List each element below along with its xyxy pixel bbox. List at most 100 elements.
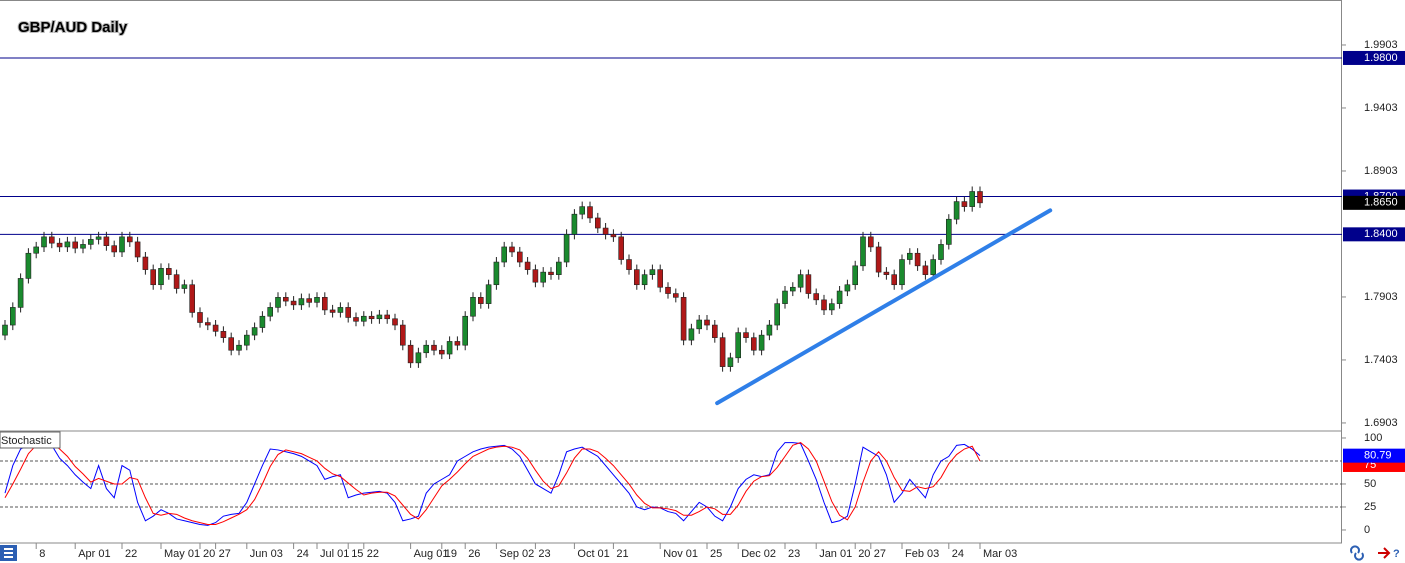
candle-body — [672, 293, 679, 298]
candle-body — [220, 331, 227, 338]
x-tick-label: 27 — [874, 548, 886, 560]
candle-body — [88, 239, 94, 245]
x-tick-label: 24 — [297, 548, 309, 560]
x-tick-label: 19 — [445, 548, 457, 560]
candle-body — [875, 246, 882, 273]
candle-body — [953, 201, 960, 220]
candle-body — [680, 297, 687, 341]
trendline — [715, 208, 1053, 406]
candle-body — [633, 269, 640, 286]
x-tick-label: 27 — [219, 548, 231, 560]
x-tick-label: Mar 03 — [983, 548, 1017, 560]
candle-body — [906, 252, 913, 260]
candle-body — [813, 293, 820, 301]
y-tick-label: 25 — [1364, 501, 1376, 513]
candle-body — [594, 217, 601, 229]
candle-body — [415, 352, 422, 364]
x-tick-label: 23 — [538, 548, 550, 560]
candle-body — [828, 303, 835, 311]
candle-body — [454, 341, 461, 346]
x-tick-label: 15 — [351, 548, 363, 560]
candle-body — [259, 315, 266, 328]
candle-body — [938, 244, 944, 260]
candle-body — [470, 297, 476, 317]
y-tick-label: 0 — [1364, 524, 1370, 536]
candle-body — [727, 357, 734, 367]
x-tick-label: Sep 02 — [499, 548, 534, 560]
candle-body — [860, 236, 866, 267]
candle-body — [446, 341, 453, 355]
candle-body — [10, 307, 16, 326]
stochastic-line — [4, 442, 981, 525]
candle-body — [743, 332, 749, 338]
candle-body — [25, 252, 32, 279]
candle-body — [524, 261, 531, 270]
candle-body — [922, 265, 929, 275]
candle-body — [80, 244, 86, 249]
y-tick-label: 1.8903 — [1364, 165, 1398, 177]
x-tick-label: Dec 02 — [741, 548, 776, 560]
level-label-box — [1343, 227, 1405, 242]
candle-body — [587, 206, 593, 219]
candle-body — [758, 334, 765, 351]
candle-body — [150, 269, 156, 286]
y-tick-label: 100 — [1364, 432, 1382, 444]
candle-body — [688, 328, 695, 341]
candle-body — [399, 324, 406, 346]
candle-body — [930, 259, 937, 275]
y-tick-label: 1.7903 — [1364, 291, 1398, 303]
menu-icon-lines — [4, 548, 13, 558]
candle-body — [961, 201, 968, 207]
x-tick-label: 25 — [710, 548, 722, 560]
candle-body — [735, 332, 742, 359]
candle-body — [314, 297, 320, 303]
help-icon[interactable]: ? — [1393, 548, 1400, 560]
candle-body — [64, 241, 71, 248]
x-tick-label: Feb 03 — [905, 548, 939, 560]
x-tick-label: 20 — [203, 548, 215, 560]
candle-body — [384, 314, 391, 320]
candle-body — [95, 236, 102, 240]
candle-body — [485, 284, 492, 304]
candle-body — [236, 344, 242, 351]
arrow-icon[interactable] — [1378, 547, 1391, 559]
candle-body — [914, 252, 921, 267]
link-icon[interactable] — [1350, 545, 1364, 561]
x-tick-label: 23 — [788, 548, 800, 560]
candle-body — [579, 206, 586, 215]
x-tick-label: Jan 01 — [819, 548, 852, 560]
candle-body — [103, 236, 110, 246]
candle-body — [321, 297, 328, 311]
y-tick-label: 50 — [1364, 478, 1376, 490]
candle-body — [797, 274, 804, 288]
stochastic-pane — [0, 442, 1342, 526]
x-tick-label: Aug 01 — [414, 548, 449, 560]
y-tick-label: 1.7403 — [1364, 354, 1398, 366]
candle-body — [750, 337, 757, 351]
candle-body — [844, 284, 851, 292]
candle-body — [306, 298, 313, 303]
x-tick-label: May 01 — [164, 548, 200, 560]
candle-body — [555, 261, 562, 275]
price-pane — [0, 57, 1342, 406]
candle-body — [337, 307, 344, 313]
candle-body — [867, 236, 874, 248]
candle-body — [119, 236, 125, 253]
candle-body — [883, 271, 890, 275]
candle-body — [251, 327, 258, 336]
candle-body — [571, 213, 578, 235]
candle-body — [493, 261, 500, 286]
candle-body — [275, 297, 281, 308]
current-price-label: 1.8650 — [1364, 197, 1398, 209]
candle-body — [205, 322, 211, 326]
candle-body — [969, 191, 976, 207]
candle-body — [173, 274, 180, 289]
candle-body — [127, 236, 133, 243]
x-tick-label: Jul 01 — [320, 548, 349, 560]
x-tick-label: 22 — [367, 548, 379, 560]
candle-body — [56, 242, 63, 248]
candle-body — [353, 317, 359, 322]
value-label-box — [1343, 448, 1405, 463]
